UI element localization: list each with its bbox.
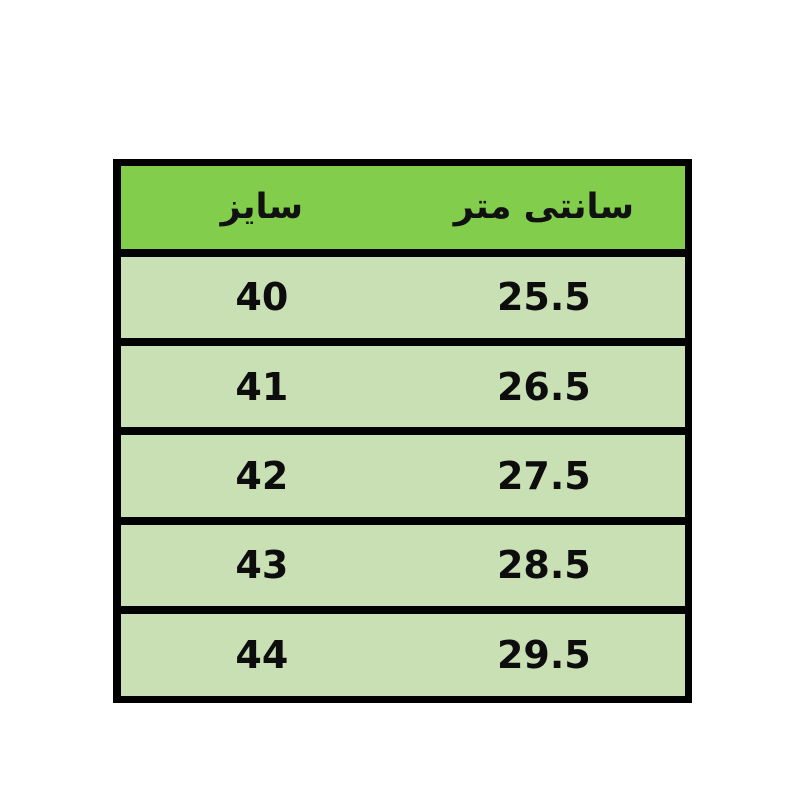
table-row: 26.5 41: [113, 341, 689, 436]
table-body: 25.5 40 26.5 41 27.5 42: [113, 252, 689, 704]
column-header-size: سایز: [113, 159, 403, 257]
cell-centimeter: 29.5: [402, 610, 689, 704]
cell-size: 43: [113, 520, 403, 615]
size-value: 42: [235, 453, 289, 498]
size-value: 40: [235, 275, 289, 320]
centimeter-value: 28.5: [496, 543, 591, 588]
column-header-size-label: سایز: [220, 187, 304, 228]
size-chart-container: سانتی متر سایز 25.5 40 26.5: [113, 159, 692, 704]
table-row: 25.5 40: [113, 252, 689, 346]
centimeter-value: 25.5: [496, 275, 591, 320]
cell-size: 41: [113, 341, 403, 436]
centimeter-value: 27.5: [496, 453, 591, 498]
column-header-centimeter-label: سانتی متر: [453, 187, 635, 228]
size-value: 44: [235, 633, 289, 678]
cell-size: 44: [113, 610, 403, 704]
header-row: سانتی متر سایز: [113, 159, 689, 257]
cell-centimeter: 27.5: [402, 431, 689, 525]
size-chart-table: سانتی متر سایز 25.5 40 26.5: [113, 159, 692, 704]
cell-centimeter: 28.5: [402, 520, 689, 615]
table-row: 27.5 42: [113, 431, 689, 525]
table-row: 28.5 43: [113, 520, 689, 615]
centimeter-value: 29.5: [496, 633, 591, 678]
size-value: 43: [235, 543, 289, 588]
table-header: سانتی متر سایز: [113, 159, 689, 257]
cell-centimeter: 25.5: [402, 252, 689, 346]
centimeter-value: 26.5: [496, 364, 591, 409]
cell-size: 40: [113, 252, 403, 346]
cell-centimeter: 26.5: [402, 341, 689, 436]
column-header-centimeter: سانتی متر: [402, 159, 689, 257]
cell-size: 42: [113, 431, 403, 525]
table-row: 29.5 44: [113, 610, 689, 704]
size-value: 41: [235, 364, 289, 409]
